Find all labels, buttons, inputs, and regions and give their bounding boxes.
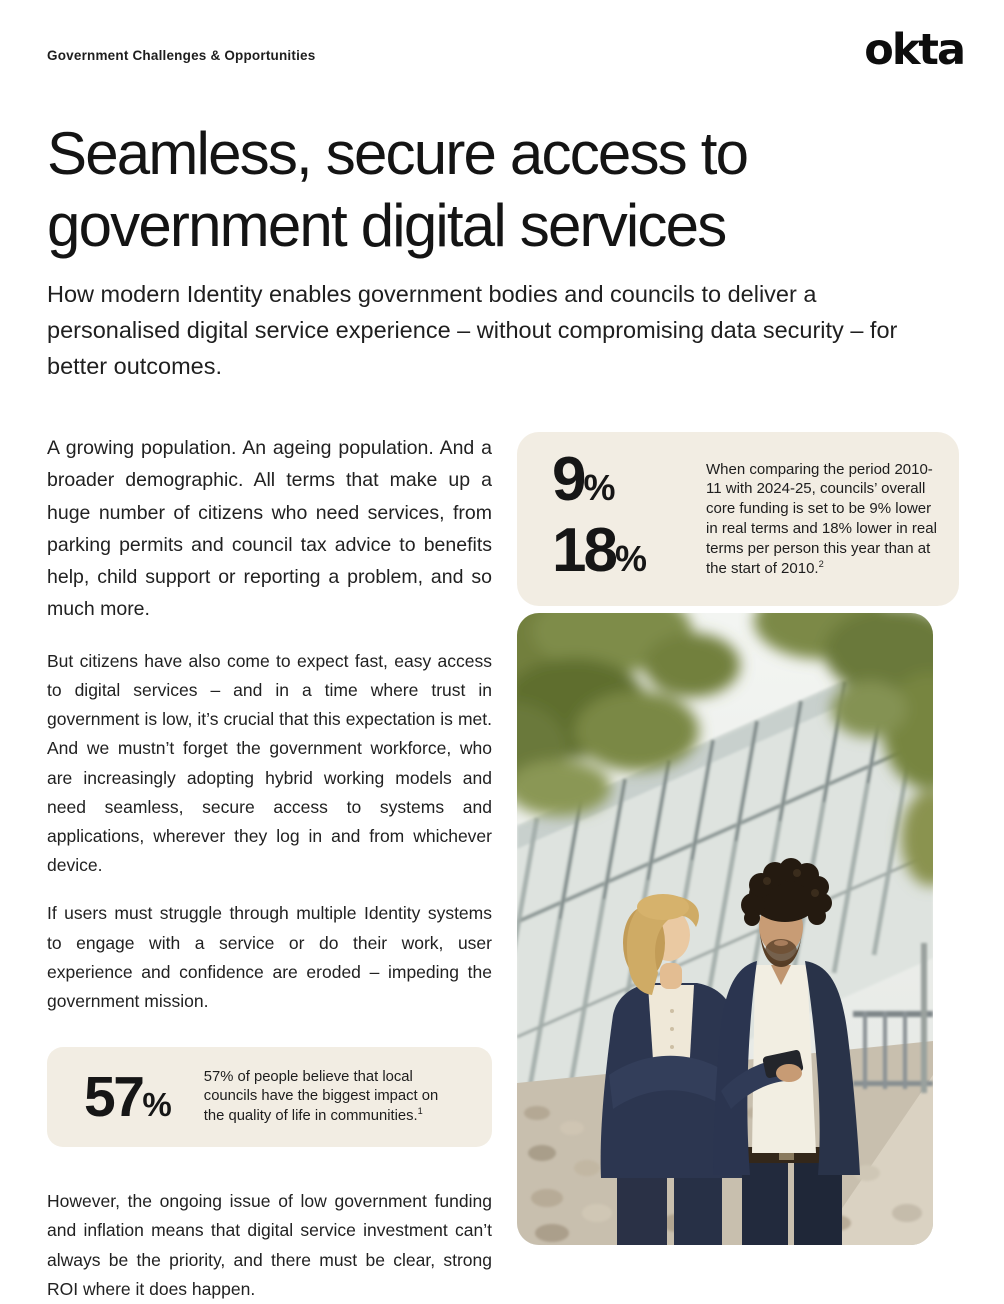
- content-columns: A growing population. An ageing populati…: [47, 432, 1004, 1304]
- paragraph-expectations: But citizens have also come to expect fa…: [47, 650, 492, 876]
- paragraph-identity-systems: If users must struggle through multiple …: [47, 903, 492, 1012]
- footnote-marker-1: 1: [417, 1106, 423, 1117]
- railing: [853, 943, 933, 1093]
- paragraph-population: A growing population. An ageing populati…: [47, 437, 492, 621]
- stat-box-community-impact: 57% 57% of people believe that local cou…: [47, 1047, 492, 1148]
- text-column: A growing population. An ageing populati…: [47, 432, 492, 1304]
- stat-description-text: When comparing the period 2010-11 with 2…: [706, 460, 937, 577]
- stat-description: 57% of people believe that local council…: [204, 1068, 454, 1127]
- eyebrow-label: Government Challenges & Opportunities: [47, 48, 316, 63]
- photo-colleagues: [517, 613, 933, 1245]
- footnote-marker-2: 2: [818, 558, 824, 569]
- leaves-foreground: [517, 613, 933, 886]
- percent-sign: %: [614, 537, 647, 579]
- stat-values: 9% 18%: [552, 448, 670, 588]
- stat-number: 57: [84, 1065, 145, 1130]
- stat-description: When comparing the period 2010-11 with 2…: [706, 460, 941, 579]
- page-title: Seamless, secure access to government di…: [47, 120, 749, 259]
- stat-value-18: 18%: [552, 519, 670, 588]
- paragraph-funding-issue: However, the ongoing issue of low govern…: [47, 1191, 492, 1299]
- percent-sign: %: [583, 466, 616, 508]
- stat-box-core-funding: 9% 18% When comparing the period 2010-11…: [517, 432, 959, 606]
- stat-number: 18: [552, 515, 618, 585]
- photo-illustration: [517, 613, 933, 1245]
- page-header: Government Challenges & Opportunities ok…: [0, 0, 1004, 72]
- media-column: 9% 18% When comparing the period 2010-11…: [517, 432, 959, 1304]
- okta-logo: okta: [864, 25, 966, 75]
- stat-value-9: 9%: [552, 448, 670, 517]
- man-figure: [713, 858, 860, 1245]
- stat-number: 9: [552, 444, 587, 514]
- percent-sign: %: [142, 1087, 172, 1125]
- page-subtitle: How modern Identity enables government b…: [47, 281, 898, 379]
- stat-description-text: 57% of people believe that local council…: [203, 1068, 439, 1125]
- woman-figure: [600, 894, 743, 1245]
- stat-value-57: 57%: [84, 1064, 172, 1130]
